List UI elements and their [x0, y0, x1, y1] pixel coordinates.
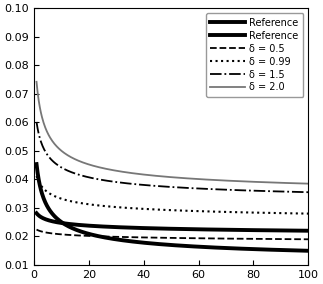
Line: δ = 1.5: δ = 1.5 [36, 122, 308, 192]
δ = 1.5 [182, 186, 185, 189]
Reference [257, 229, 261, 232]
δ = 1.5 [164, 185, 168, 188]
δ = 0.5 [307, 238, 310, 241]
δ = 0.5 [182, 236, 185, 240]
δ = 0.5 [35, 228, 38, 231]
δ = 1.5 [165, 185, 169, 189]
δ = 0.5 [165, 236, 169, 239]
δ = 0.99 [164, 208, 168, 212]
Reference [35, 162, 38, 166]
Line: δ = 0.99: δ = 0.99 [36, 176, 308, 214]
δ = 0.99 [182, 209, 185, 212]
δ = 1.5 [35, 120, 38, 124]
δ = 0.99 [35, 174, 38, 178]
δ = 0.99 [300, 212, 304, 215]
Reference [300, 229, 304, 232]
Line: δ = 0.5: δ = 0.5 [36, 229, 308, 239]
δ = 2.0 [164, 175, 168, 178]
δ = 0.99 [257, 211, 261, 214]
Reference [182, 227, 185, 231]
δ = 2.0 [182, 176, 185, 180]
δ = 2.0 [257, 180, 261, 184]
Line: δ = 2.0: δ = 2.0 [36, 82, 308, 184]
Reference [307, 249, 310, 252]
δ = 0.5 [300, 237, 304, 241]
δ = 2.0 [307, 182, 310, 185]
δ = 2.0 [196, 178, 200, 181]
δ = 1.5 [196, 187, 200, 190]
Reference [307, 229, 310, 232]
δ = 0.99 [307, 212, 310, 215]
Reference [165, 243, 169, 247]
Line: Reference: Reference [36, 164, 308, 251]
δ = 1.5 [307, 191, 310, 194]
δ = 2.0 [35, 80, 38, 83]
δ = 2.0 [165, 175, 169, 179]
Reference [300, 249, 304, 252]
Reference [196, 227, 200, 231]
δ = 0.99 [165, 208, 169, 212]
Legend: Reference, Reference, δ = 0.5, δ = 0.99, δ = 1.5, δ = 2.0: Reference, Reference, δ = 0.5, δ = 0.99,… [206, 13, 304, 97]
Reference [196, 245, 200, 248]
δ = 2.0 [300, 182, 304, 185]
δ = 0.99 [196, 209, 200, 213]
Reference [257, 248, 261, 251]
δ = 0.5 [257, 237, 261, 241]
δ = 1.5 [257, 189, 261, 193]
δ = 0.5 [196, 237, 200, 240]
Line: Reference: Reference [36, 213, 308, 231]
Reference [35, 212, 38, 215]
Reference [182, 244, 185, 248]
Reference [164, 227, 168, 230]
δ = 0.5 [164, 236, 168, 239]
δ = 1.5 [300, 190, 304, 194]
Reference [165, 227, 169, 230]
Reference [164, 243, 168, 246]
